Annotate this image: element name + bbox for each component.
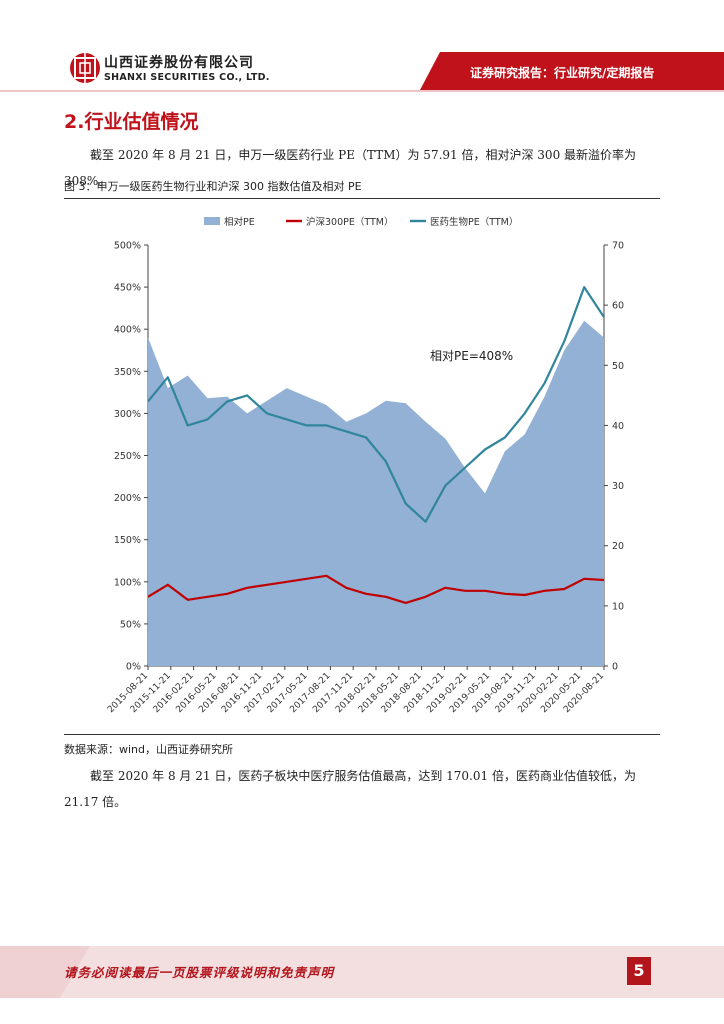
y-right-tick-label: 60	[612, 301, 624, 312]
y-left-tick-label: 100%	[114, 577, 141, 588]
report-type: 证券研究报告：行业研究/定期报告	[470, 66, 655, 80]
y-left-tick-label: 500%	[114, 241, 141, 252]
y-left-tick-label: 350%	[114, 367, 141, 378]
company-name-en: SHANXI SECURITIES CO., LTD.	[104, 72, 270, 83]
legend-swatch	[204, 217, 220, 225]
series-line-hs300	[147, 574, 605, 604]
figure-caption: 图 3：申万一级医药生物行业和沪深 300 指数估值及相对 PE	[64, 180, 362, 193]
y-right-tick-label: 10	[612, 601, 624, 612]
header-band	[0, 52, 724, 92]
series-area-relative-pe	[148, 320, 604, 666]
company-name-cn: 山西证券股份有限公司	[104, 55, 254, 71]
y-right-tick-label: 0	[612, 662, 618, 673]
y-left-tick-label: 200%	[114, 493, 141, 504]
y-right-tick-label: 30	[612, 481, 624, 492]
legend-label: 沪深300PE（TTM）	[306, 216, 394, 228]
y-right-tick-label: 50	[612, 361, 624, 372]
series-line-pharma	[147, 285, 605, 523]
footer-disclaimer: 请务必阅读最后一页股票评级说明和免责声明	[64, 965, 335, 980]
footer-band	[0, 946, 724, 998]
y-left-tick-label: 300%	[114, 409, 141, 420]
chart-annotation: 相对PE=408%	[430, 349, 513, 363]
page-number: 5	[627, 957, 651, 985]
company-logo-icon	[70, 53, 100, 83]
caption-rule	[64, 198, 660, 199]
y-right-tick-label: 70	[612, 241, 624, 252]
y-right-tick-label: 40	[612, 421, 624, 432]
chart-svg: 相对PE 沪深300PE（TTM） 医药生物PE（TTM） 0% 50% 100% 150%…	[106, 216, 624, 715]
y-right-tick-label: 20	[612, 541, 624, 552]
legend-label: 相对PE	[224, 216, 255, 228]
valuation-chart: 相对PE 沪深300PE（TTM） 医药生物PE（TTM） 0% 50% 100% 150%…	[64, 208, 664, 738]
paragraph-summary: 截至 2020 年 8 月 21 日，申万一级医药行业 PE（TTM）为 57.…	[64, 148, 637, 188]
legend-label: 医药生物PE（TTM）	[430, 216, 518, 228]
source-rule	[64, 734, 660, 735]
y-left-tick-label: 0%	[126, 662, 141, 673]
y-left-tick-label: 250%	[114, 451, 141, 462]
y-left-tick-label: 150%	[114, 535, 141, 546]
y-left-tick-label: 400%	[114, 325, 141, 336]
section-title: 2.行业估值情况	[64, 111, 199, 133]
paragraph-subsectors: 截至 2020 年 8 月 21 日，医药子板块中医疗服务估值最高，达到 170…	[64, 769, 636, 809]
figure-source: 数据来源：wind，山西证券研究所	[64, 743, 234, 756]
y-left-tick-label: 50%	[120, 619, 141, 630]
y-left-tick-label: 450%	[114, 283, 141, 294]
